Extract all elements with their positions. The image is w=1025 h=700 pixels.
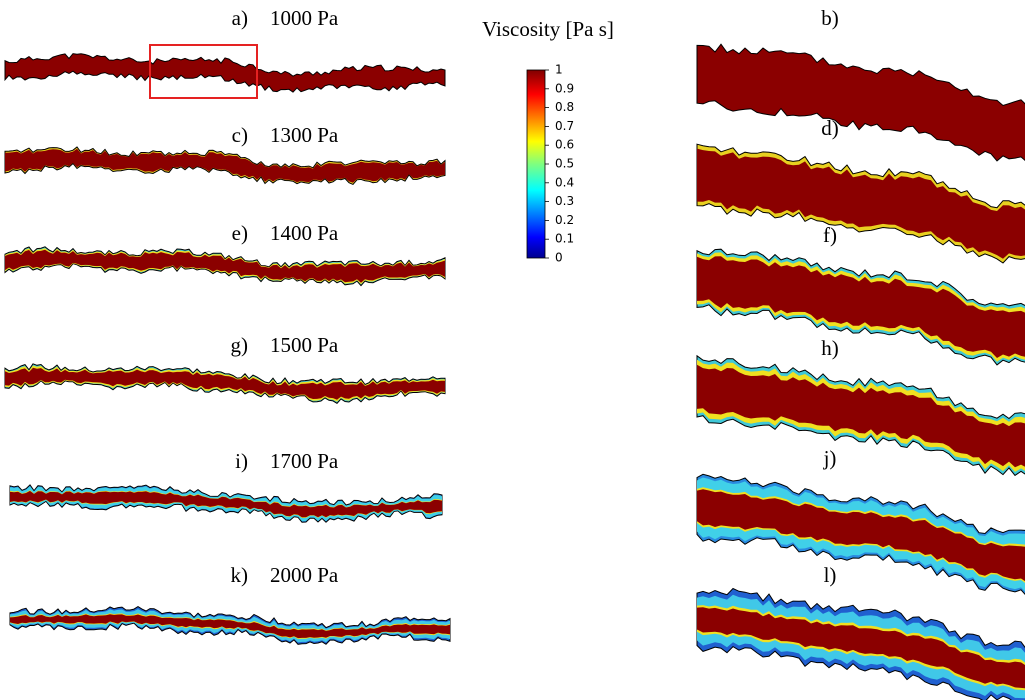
- colorbar-tick-label: 0.2: [555, 213, 574, 227]
- fracture-layer: [10, 614, 450, 639]
- colorbar-tick-label: 1: [555, 63, 563, 77]
- panel-pressure: 1500 Pa: [270, 333, 339, 357]
- colorbar-tick-label: 0.5: [555, 157, 574, 171]
- fracture-layer: [4, 53, 446, 93]
- panel-pressure: 1300 Pa: [270, 123, 339, 147]
- zoom-panel-label: l): [824, 563, 837, 587]
- fracture-layer: [697, 489, 1025, 582]
- panel-label: c): [232, 123, 248, 147]
- colorbar: [526, 69, 546, 259]
- colorbar-tick-label: 0.9: [555, 81, 574, 95]
- panel-label: a): [232, 6, 248, 30]
- fracture-layer: [5, 249, 445, 283]
- fracture-layer: [697, 256, 1025, 358]
- colorbar-title: Viscosity [Pa s]: [482, 17, 614, 41]
- zoom-panel-label: j): [823, 446, 837, 470]
- panel-pressure: 1400 Pa: [270, 221, 339, 245]
- fracture-layer: [696, 43, 1025, 162]
- panel-pressure: 2000 Pa: [270, 563, 339, 587]
- fracture-layer: [10, 490, 442, 518]
- panel-pressure: 1000 Pa: [270, 6, 339, 30]
- panel-pressure: 1700 Pa: [270, 449, 339, 473]
- fracture-layer: [697, 148, 1025, 259]
- colorbar-tick-label: 0.8: [555, 100, 574, 114]
- fracture-layer: [5, 148, 445, 183]
- zoom-panel-label: f): [823, 223, 837, 247]
- colorbar-tick-label: 0.6: [555, 138, 574, 152]
- colorbar-tick-label: 0: [555, 251, 563, 265]
- panel-label: k): [231, 563, 249, 587]
- fracture-layer: [697, 607, 1025, 689]
- fracture-layer: [5, 367, 445, 400]
- colorbar-tick-label: 0.7: [555, 119, 574, 133]
- zoom-panel-label: b): [821, 6, 839, 30]
- colorbar-tick-label: 0.4: [555, 175, 574, 189]
- colorbar-tick-label: 0.1: [555, 232, 574, 246]
- zoom-box: [149, 44, 258, 99]
- panel-label: i): [235, 449, 248, 473]
- panel-label: e): [232, 221, 248, 245]
- fracture-strips: [4, 43, 1025, 700]
- labels: 1 0.9 0.8 0.7 0.6 0.5 0.4 0.3 0.2 0.1 0 a) 1000 Pa c)…: [231, 6, 839, 587]
- zoom-panel-label: d): [821, 116, 839, 140]
- zoom-panel-label: h): [821, 336, 839, 360]
- colorbar-tick-label: 0.3: [555, 194, 574, 208]
- fracture-layer: [697, 364, 1025, 468]
- panel-label: g): [231, 333, 249, 357]
